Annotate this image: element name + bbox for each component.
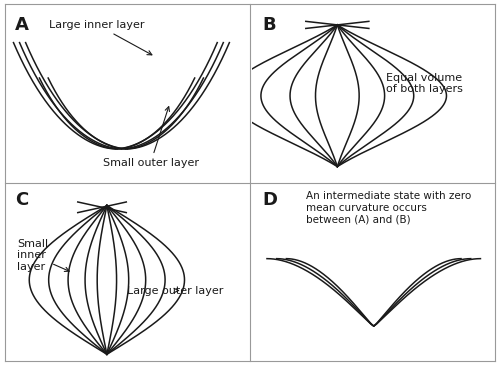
Text: Large inner layer: Large inner layer [50,20,152,55]
Text: A: A [14,16,28,34]
Text: Large outer layer: Large outer layer [126,285,223,296]
Text: D: D [262,191,277,210]
Text: C: C [14,191,28,210]
Text: Small
inner
layer: Small inner layer [17,238,69,272]
Text: Equal volume
of both layers: Equal volume of both layers [386,73,462,94]
Text: B: B [262,16,276,34]
Text: An intermediate state with zero
mean curvature occurs
between (A) and (B): An intermediate state with zero mean cur… [306,191,471,224]
Text: Small outer layer: Small outer layer [102,107,198,168]
